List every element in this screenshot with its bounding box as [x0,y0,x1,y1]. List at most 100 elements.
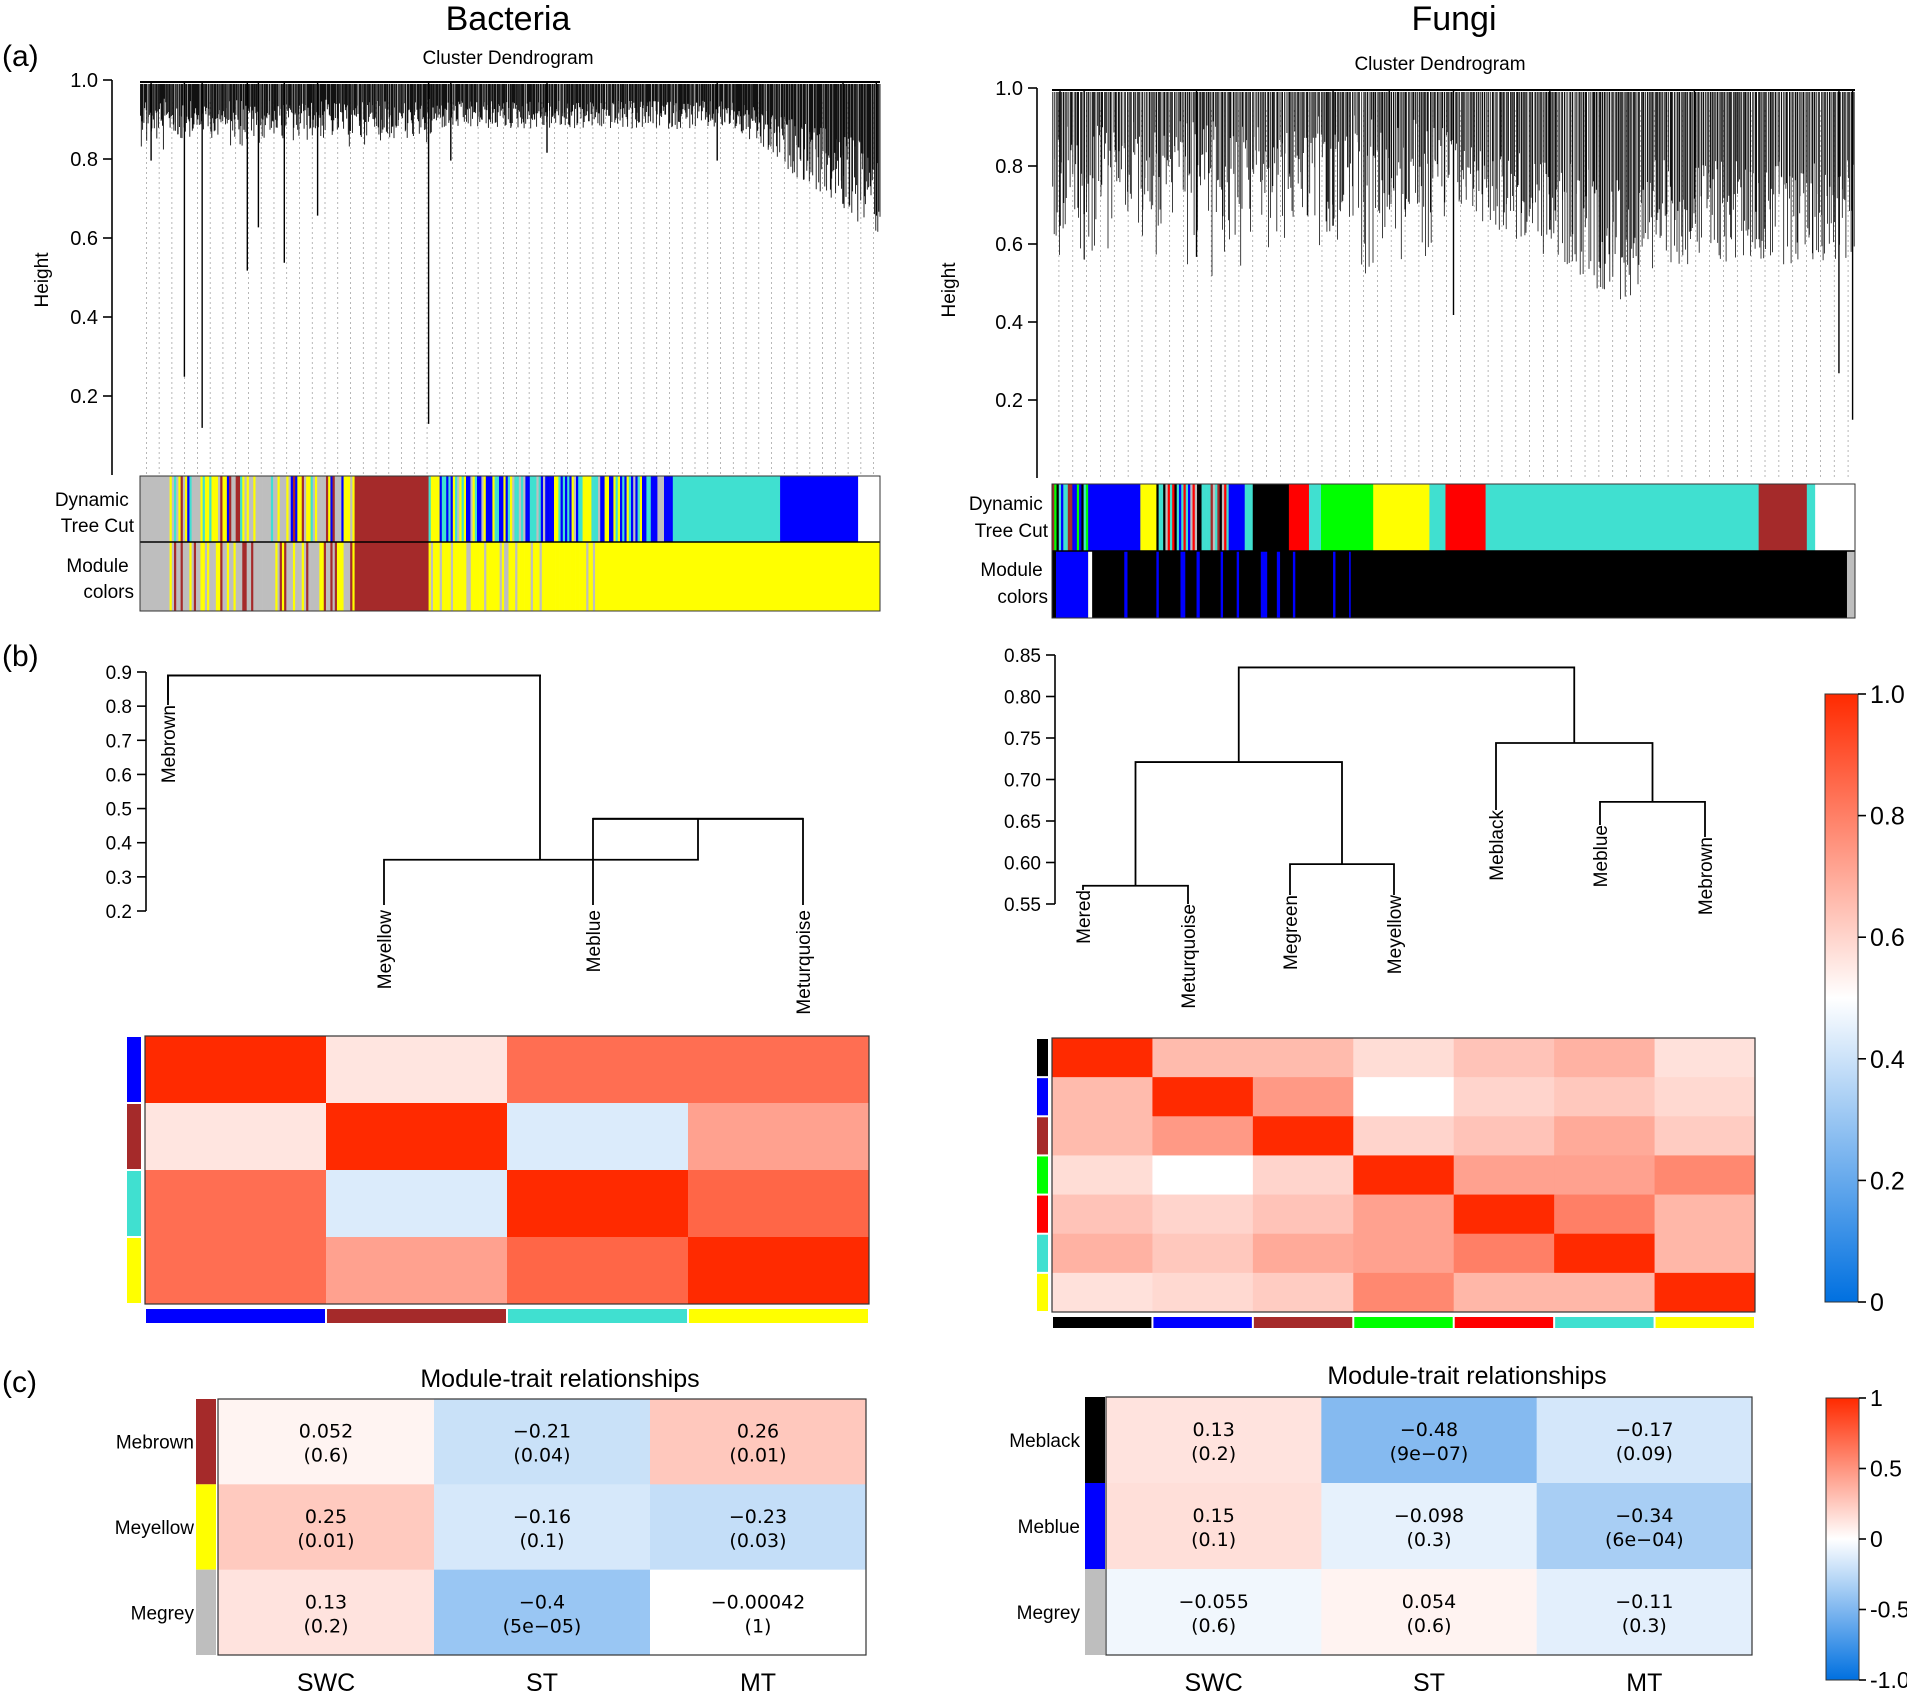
fungi-eigen-leaf-megreen: Megreen [1281,895,1302,970]
fungi-dynamic-tree-cut-mixed [1061,484,1064,551]
fungi-module-colors-blue [1197,551,1200,618]
fungi-dynamic-tree-cut [1088,484,1140,551]
bacteria-module-colors-mixed [273,542,276,611]
fungi-dynamic-tree-cut-mixed [1222,484,1225,551]
bacteria-trait-cell-value: −0.23 [729,1506,787,1528]
bacteria-module-colors-mixed [242,542,245,611]
bacteria-eigen-tick-label: 0.7 [106,731,132,752]
bacteria-module-colors [606,542,880,611]
fungi-trait-row-color-grey [1085,1569,1105,1655]
fungi-adjacency-cell [1454,1116,1555,1156]
bacteria-dynamic-tree-cut-mixed [563,476,566,542]
bacteria-module-colors-mixed [170,542,173,611]
bacteria-dynamic-tree-cut-mixed [324,476,327,542]
bacteria-trait-cell-pvalue: (0.1) [519,1530,564,1552]
bacteria-adjacency-row-color-brown [127,1104,141,1169]
bacteria-module-colors-mixed [183,542,186,611]
bacteria-adjacency-cell [145,1170,327,1238]
bacteria-eigen-tick-label: 0.3 [106,868,132,889]
fungi-adjacency-cell [1554,1116,1655,1156]
fungi-dynamic-tree-cut-mixed [1084,484,1087,551]
bacteria-dynamic-tree-cut-mixed [569,476,572,542]
fungi-dynamic-tree-cut-mixed [1183,484,1186,551]
fungi-trait-cell-value: 0.13 [1193,1419,1235,1441]
bacteria-module-colors-mixed [284,542,287,611]
bacteria-dynamic-tree-cut-mixed [229,476,232,542]
bacteria-eigen-tick-label: 0.6 [106,765,132,786]
bacteria-module-colors-mixed [302,542,305,611]
bacteria-module-colors-mixed [220,542,223,611]
fungi-dynamic-tree-cut [1445,484,1485,551]
fungi-dendro-tick-label: 0.2 [995,390,1023,412]
bacteria-module-colors-mixed [546,542,549,611]
bacteria-dynamic-tree-cut-mixed [280,476,283,542]
bacteria-dynamic-tree-cut-mixed [567,476,570,542]
fungi-trait-row-label-meblue: Meblue [1018,1517,1080,1538]
fungi-title: Fungi [1411,0,1496,38]
bacteria-dynamic-tree-cut-mixed [431,476,434,542]
bacteria-eigen-link-top-h [168,675,541,700]
bacteria-module-colors-mixed [493,542,496,611]
bacteria-module-colors-mixed [451,542,454,611]
fungi-adjacency-cell [1152,1195,1253,1235]
bacteria-adjacency-cell [507,1237,689,1305]
bacteria-module-colors-mixed [209,542,212,611]
bacteria-dynamic-tree-cut-mixed [556,476,559,542]
bacteria-module-colors-mixed [289,542,292,611]
fungi-adjacency-cell [1052,1116,1153,1156]
bacteria-module-colors-mixed [313,542,316,611]
fungi-adjacency-cell [1353,1195,1454,1235]
fungi-dynamic-tree-cut-mixed [1204,484,1207,551]
bacteria-dynamic-tree-cut-mixed [183,476,186,542]
bacteria-trait-cell-pvalue: (0.03) [729,1530,786,1552]
bacteria-module-colors-mixed [211,542,214,611]
bacteria-module-colors [140,542,170,611]
bacteria-module-colors-mixed [571,542,574,611]
fungi-adjacency-cell [1052,1273,1153,1313]
bacteria-dynamic-tree-cut-mixed [174,476,177,542]
fungi-trait-cell-value: 0.15 [1193,1505,1235,1527]
bacteria-dynamic-tree-cut-mixed [492,476,495,542]
bacteria-module-colors-mixed [295,542,298,611]
bacteria-dynamic-tree-cut-mixed [185,476,188,542]
bacteria-module-colors-mixed [502,542,505,611]
fungi-adjacency-cell [1655,1116,1756,1156]
bacteria-module-colors-mixed [477,542,480,611]
bacteria-dynamic-tree-cut-mixed [273,476,276,542]
bacteria-module-colors-mixed [491,542,494,611]
fungi-dynamic-tree-cut [1289,484,1309,551]
fungi-adjacency-cell [1655,1234,1756,1274]
fungi-dynamic-tree-cut-mixed [1075,484,1078,551]
bacteria-row-label-dynamic: Dynamic Tree Cut [55,490,135,537]
trait-colorbar-tick-label: 1 [1870,1385,1883,1411]
bacteria-dynamic-tree-cut-mixed [339,476,342,542]
bacteria-trait-cell-pvalue: (0.2) [303,1615,348,1637]
bacteria-dynamic-tree-cut-mixed [293,476,296,542]
bacteria-dynamic-tree-cut-mixed [651,476,654,542]
bacteria-eigen-leaf-meyellow: Meyellow [375,910,396,989]
bacteria-dynamic-tree-cut-mixed [291,476,294,542]
fungi-module-colors-blue [1261,551,1267,618]
bacteria-dynamic-tree-cut-mixed [646,476,649,542]
bacteria-module-colors-mixed [194,542,197,611]
bacteria-dynamic-tree-cut-mixed [300,476,303,542]
bacteria-module-colors-mixed [214,542,217,611]
bacteria-dynamic-tree-cut-mixed [295,476,298,542]
bacteria-dynamic-tree-cut-mixed [591,476,594,542]
bacteria-dynamic-tree-cut-mixed [225,476,228,542]
bacteria-dynamic-tree-cut-mixed [578,476,581,542]
bacteria-module-colors-mixed [537,542,540,611]
fungi-dynamic-tree-cut-mixed [1068,484,1071,551]
bacteria-dynamic-tree-cut-mixed [600,476,603,542]
bacteria-dynamic-tree-cut-mixed [574,476,577,542]
fungi-adjacency-col-color-blue [1153,1317,1251,1328]
bacteria-module-colors-mixed [529,542,532,611]
bacteria-dynamic-tree-cut-mixed [662,476,665,542]
bacteria-module-colors-mixed [604,542,607,611]
fungi-module-colors-blue [1333,551,1335,618]
bacteria-dynamic-tree-cut-mixed [624,476,627,542]
fungi-dynamic-tree-cut-mixed [1197,484,1200,551]
fungi-module-colors-blue [1056,551,1088,618]
bacteria-dendro-tick-label: 0.4 [70,307,98,329]
bacteria-dynamic-tree-cut-mixed [328,476,331,542]
